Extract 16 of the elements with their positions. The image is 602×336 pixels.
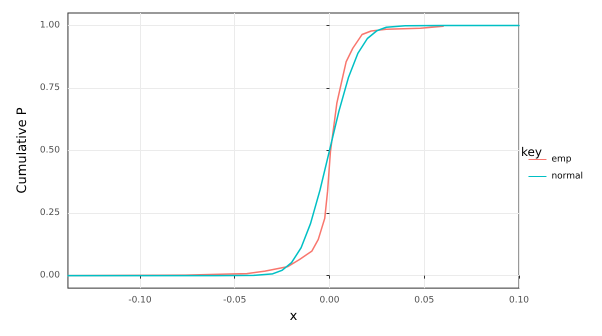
y-tick-label: 1.00 <box>40 20 60 31</box>
y-tick-label: 0.00 <box>40 270 60 281</box>
legend-label: emp <box>551 154 572 164</box>
legend-title: key <box>520 145 542 159</box>
x-tick-label: -0.10 <box>128 296 152 306</box>
y-tick-label: 0.75 <box>40 83 60 94</box>
line-series <box>67 24 520 276</box>
x-axis-title: x <box>290 309 298 324</box>
x-tick-label: 0.05 <box>414 296 434 306</box>
legend-label: normal <box>551 172 584 182</box>
y-tick-label: 0.25 <box>40 208 60 218</box>
x-tick-label: 0.10 <box>508 296 530 306</box>
y-tick-label: 0.50 <box>40 146 60 156</box>
x-tick-label: -0.05 <box>223 296 246 306</box>
y-axis-title: Cumulative P <box>15 107 30 194</box>
x-tick-label: 0.00 <box>319 296 340 306</box>
